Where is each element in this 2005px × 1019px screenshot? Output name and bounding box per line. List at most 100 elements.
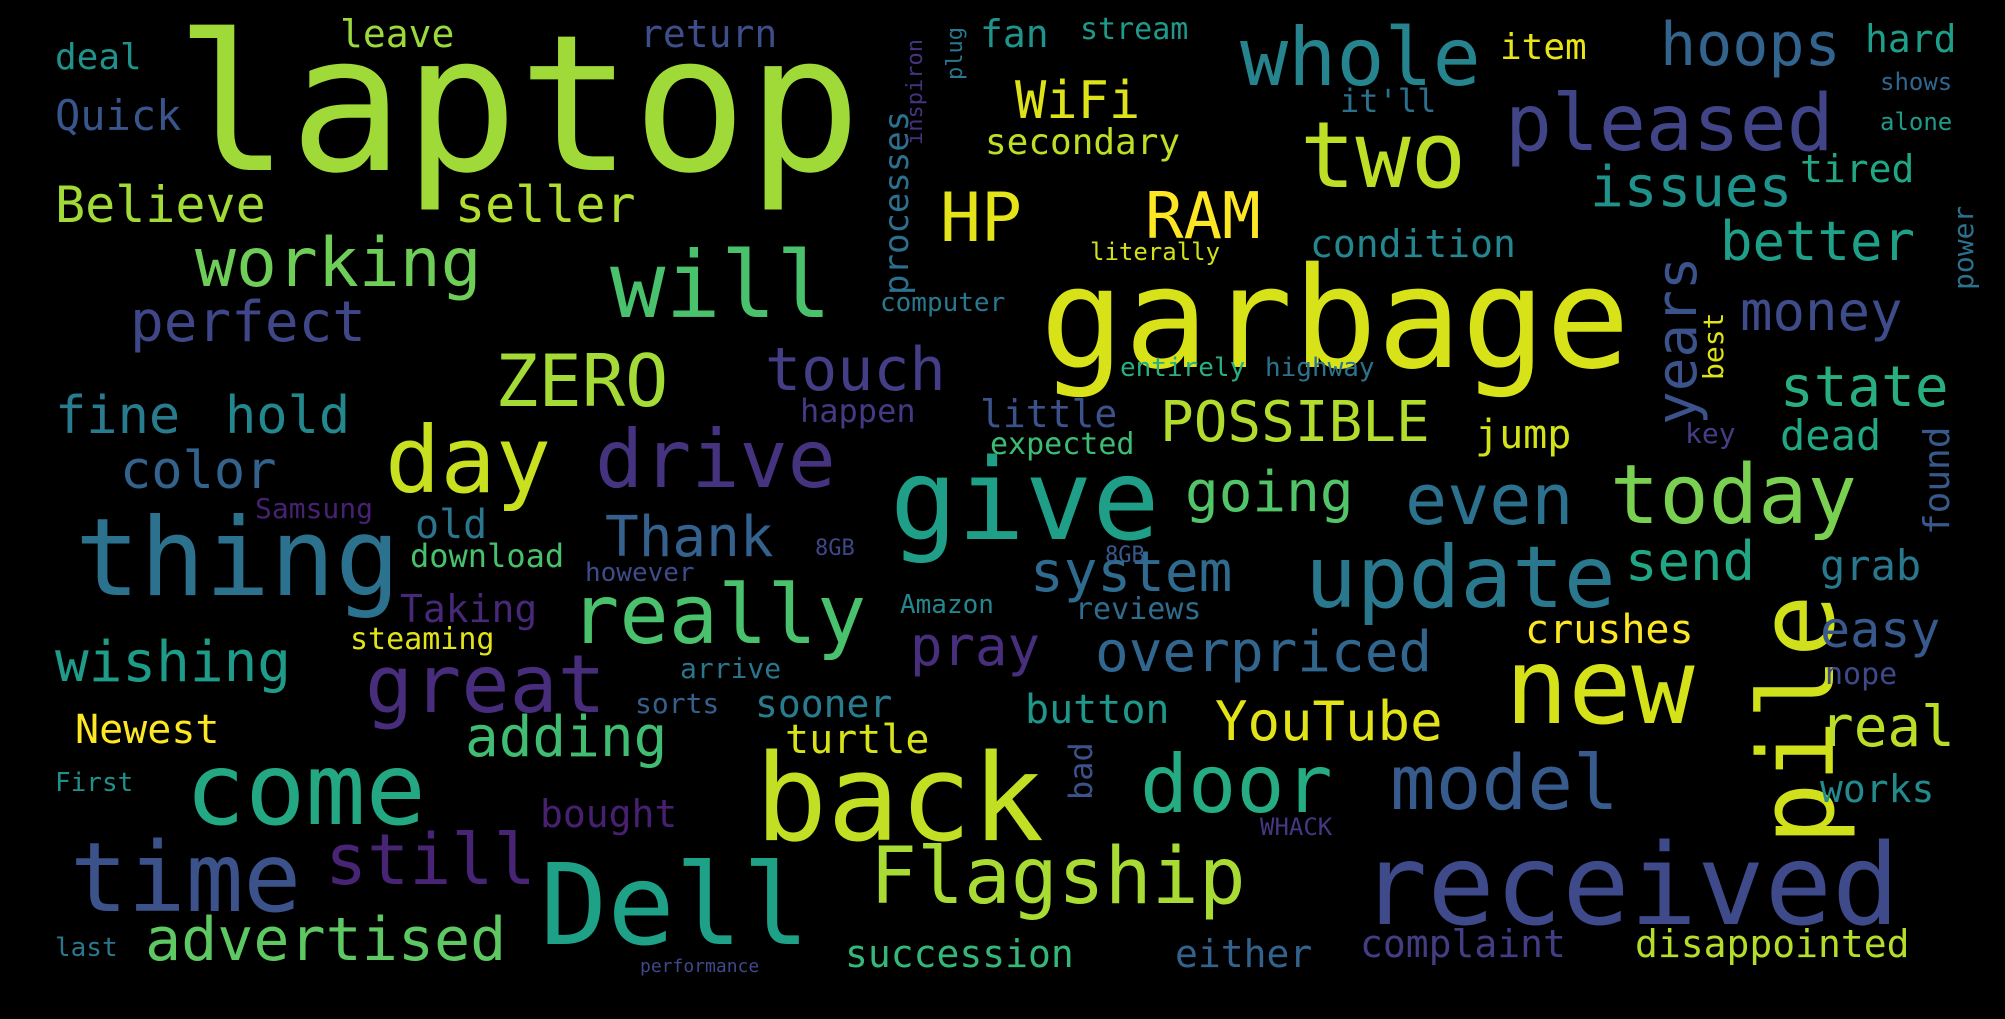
word: First (55, 768, 134, 798)
word: color (120, 441, 277, 501)
word: dead (1780, 411, 1882, 460)
word: give (890, 436, 1160, 566)
word: Believe (55, 176, 266, 234)
word: disappointed (1635, 922, 1910, 966)
word: system (1030, 540, 1233, 605)
word: issues (1590, 155, 1793, 220)
word: best (1697, 312, 1730, 380)
word: laptop (175, 0, 862, 215)
word: send (1625, 530, 1756, 593)
word: garbage (1040, 238, 1631, 401)
word: hard (1865, 17, 1957, 61)
word: crushes (1525, 607, 1694, 653)
word: touch (765, 335, 946, 405)
word: update (1305, 528, 1616, 628)
word: arrive (680, 652, 782, 685)
word: two (1300, 102, 1467, 209)
word: 8GB (1105, 543, 1145, 568)
word: deal (55, 37, 142, 78)
word: pleased (1505, 79, 1834, 169)
word: 8GB (815, 536, 855, 561)
word: succession (845, 932, 1074, 976)
word: fine (55, 386, 181, 446)
word: whole (1240, 11, 1481, 104)
word: hoops (1660, 10, 1841, 80)
word: bad (1062, 742, 1100, 800)
word: works (1820, 767, 1935, 811)
word: key (1685, 417, 1736, 450)
word: download (410, 537, 565, 575)
word: door (1140, 738, 1333, 831)
word: Dell (540, 841, 810, 971)
word: new (1505, 626, 1695, 748)
word: still (325, 819, 536, 901)
word: steaming (350, 622, 495, 657)
word: HP (940, 179, 1022, 258)
word: advertised (145, 905, 507, 975)
word: complaint (1360, 922, 1566, 966)
word: little (980, 392, 1118, 436)
word: reviews (1075, 592, 1202, 627)
word: computer (880, 288, 1006, 318)
word: Amazon (900, 590, 994, 620)
word: Samsung (255, 492, 374, 525)
word: received (1360, 821, 1900, 951)
word: come (185, 731, 426, 848)
word: adding (465, 705, 668, 770)
word: literally (1090, 238, 1221, 266)
word: Newest (75, 707, 220, 753)
word: button (1025, 687, 1170, 733)
word: alone (1880, 108, 1953, 136)
word: sorts (635, 687, 720, 720)
word: secondary (985, 122, 1181, 163)
word: performance (640, 956, 760, 977)
word: real (1820, 695, 1955, 760)
word: nope (1825, 657, 1898, 692)
word: today (1610, 448, 1857, 543)
word: leave (340, 12, 455, 56)
word: perfect (130, 290, 367, 355)
word: inspiron (903, 39, 928, 145)
word: working (195, 224, 482, 303)
word: return (640, 12, 778, 56)
word: hold (225, 386, 351, 446)
word: better (1720, 210, 1916, 273)
word: grab (1820, 541, 1922, 590)
word: pray (910, 615, 1041, 678)
word: fan (980, 12, 1049, 56)
word: Flagship (870, 832, 1246, 922)
word: YouTube (1215, 690, 1443, 753)
word: great (365, 638, 606, 731)
word: Thank (605, 505, 774, 570)
word: will (610, 232, 832, 339)
word: however (585, 558, 695, 588)
word: jump (1475, 412, 1572, 458)
word: condition (1310, 222, 1516, 266)
word: it'll (1340, 82, 1437, 120)
word: seller (455, 176, 636, 234)
word: expected (990, 427, 1135, 462)
word: going (1185, 460, 1354, 525)
word: thing (75, 496, 401, 621)
word: drive (595, 413, 836, 506)
word: even (1405, 459, 1574, 541)
word: money (1740, 280, 1903, 343)
word: found (1917, 426, 1958, 535)
word: ZERO (495, 339, 669, 423)
word: wishing (55, 630, 292, 695)
word: shows (1880, 68, 1953, 96)
word: overpriced (1095, 620, 1433, 685)
word: entirely (1120, 353, 1246, 383)
word: power (1947, 205, 1980, 290)
word: day (385, 407, 552, 514)
word: POSSIBLE (1160, 390, 1430, 455)
word: back (755, 730, 1044, 869)
word: tired (1800, 147, 1915, 191)
word: WiFi (1015, 71, 1141, 131)
word: RAM (1145, 180, 1261, 254)
word: really (570, 568, 867, 663)
word: Quick (55, 91, 182, 140)
word: highway (1265, 353, 1375, 383)
word: plug (943, 27, 968, 80)
